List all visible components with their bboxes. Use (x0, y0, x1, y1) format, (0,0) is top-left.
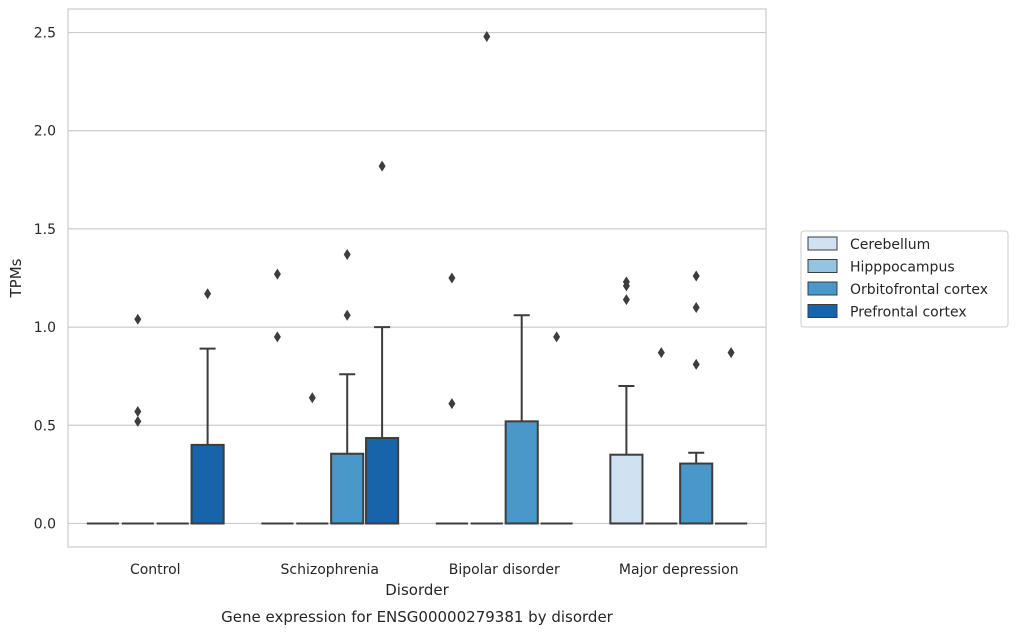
legend-swatch (807, 259, 838, 273)
legend: Cerebellum Hipppocampus Orbitofrontal cort… (800, 230, 1009, 328)
box-prefrontal-cortex (540, 331, 573, 525)
box-prefrontal-cortex (365, 160, 400, 525)
outlier-point (692, 358, 700, 370)
legend-label: Orbitofrontal cortex (850, 282, 988, 298)
y-tick-label: 2.5 (34, 26, 56, 42)
legend-frame (800, 230, 1009, 328)
y-tick-label: 1.5 (34, 222, 56, 238)
outlier-point (622, 276, 630, 288)
box-hipppocampus (645, 347, 678, 525)
box-prefrontal-cortex (715, 347, 748, 525)
box-body (365, 437, 400, 525)
outlier-point (134, 313, 142, 325)
box-hipppocampus (121, 313, 154, 525)
box-cerebellum (609, 276, 644, 525)
outlier-point (378, 160, 386, 172)
outlier-point (343, 309, 351, 321)
box-prefrontal-cortex (190, 288, 225, 525)
y-tick-label: 0.5 (34, 418, 56, 434)
box-orbitofrontal-cortex (330, 248, 365, 525)
legend-swatch (807, 304, 838, 318)
outlier-point (448, 272, 456, 284)
legend-label: Hipppocampus (850, 260, 955, 276)
box-body (190, 443, 225, 525)
box-orbitofrontal-cortex (504, 314, 539, 525)
box-body (330, 452, 365, 525)
outlier-point (727, 347, 735, 359)
box-hipppocampus (296, 392, 329, 525)
box-cerebellum (261, 268, 294, 525)
box-cerebellum (435, 272, 468, 525)
legend-label: Cerebellum (850, 237, 930, 253)
box-hipppocampus (470, 30, 503, 525)
plot-area (68, 9, 766, 547)
outlier-point (134, 415, 142, 427)
y-axis-label: TPMs (7, 258, 25, 298)
plot-frame (67, 8, 767, 548)
legend-swatch (807, 236, 838, 251)
y-tick-label: 1.0 (34, 320, 56, 336)
outlier-point (204, 288, 212, 300)
x-tick-label: Schizophrenia (281, 562, 379, 578)
legend-label: Prefrontal cortex (850, 305, 967, 321)
outlier-point (622, 294, 630, 306)
box-body (504, 420, 539, 525)
outlier-point (308, 392, 316, 404)
box-body (679, 462, 714, 525)
box-plots (86, 30, 748, 525)
outlier-point (657, 347, 665, 359)
x-tick-label: Major depression (619, 562, 739, 578)
outlier-point (692, 301, 700, 313)
outlier-point (273, 268, 281, 280)
legend-swatch (807, 281, 838, 296)
outlier-point (692, 270, 700, 282)
tick-labels: 0.0 0.5 1.0 1.5 2.0 2.5 Control Schizophrenia Bi… (34, 26, 739, 578)
x-tick-label: Control (130, 562, 181, 578)
outlier-point (273, 331, 281, 343)
box-body (609, 453, 644, 525)
outlier-point (134, 406, 142, 418)
outlier-point (553, 331, 561, 343)
x-axis-label: Disorder (385, 581, 449, 599)
chart-caption: Gene expression for ENSG00000279381 by d… (221, 608, 614, 626)
outlier-point (343, 248, 351, 260)
box-orbitofrontal-cortex (679, 270, 714, 525)
y-tick-label: 2.0 (34, 124, 56, 140)
y-tick-label: 0.0 (34, 516, 56, 532)
outlier-point (483, 30, 491, 42)
x-tick-label: Bipolar disorder (449, 562, 560, 578)
outlier-point (448, 398, 456, 410)
